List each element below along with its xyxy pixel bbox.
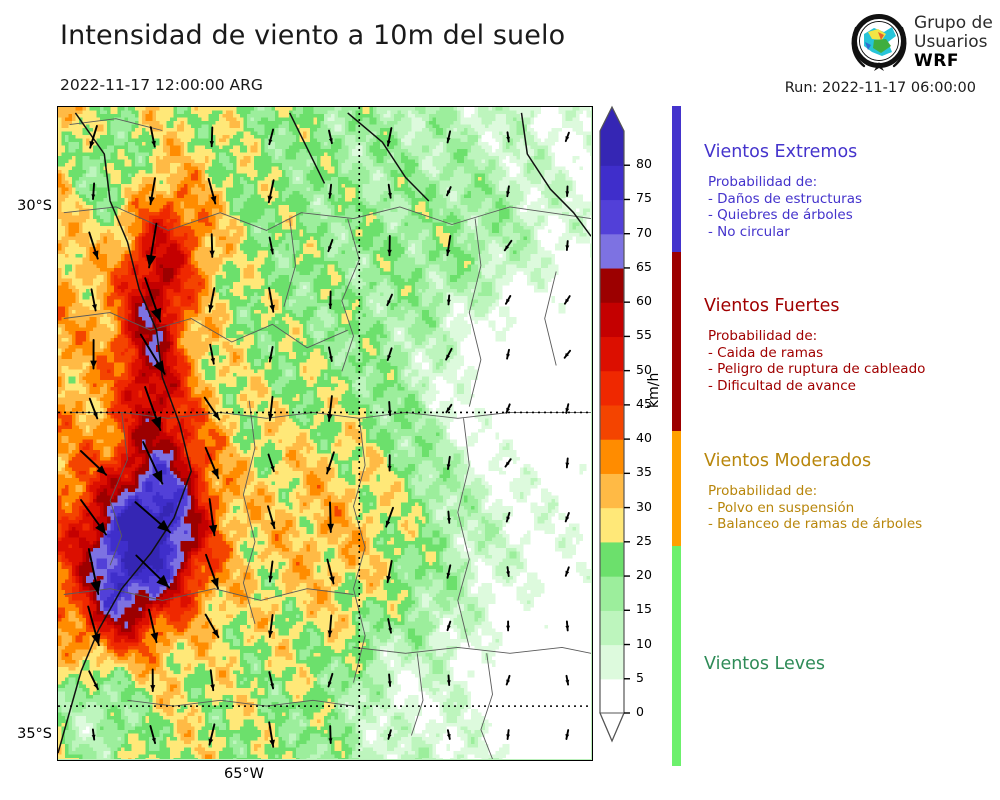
colorbar-tick-20: 20	[636, 567, 652, 583]
legend-group-title: Vientos Leves	[704, 654, 826, 674]
globe-emblem-icon	[851, 14, 907, 71]
legend-item-3: - No circular	[708, 223, 790, 240]
legend-item-2: - Balanceo de ramas de árboles	[708, 516, 923, 532]
legend-item-1: - Polvo en suspensión	[708, 499, 855, 516]
colorbar-tick-35: 35	[636, 464, 652, 480]
colorbar-tick-5: 5	[636, 669, 644, 685]
legend-color-bar-1	[672, 106, 681, 252]
legend-item-1: - Daños de estructuras	[708, 190, 863, 207]
colorbar-tick-55: 55	[636, 327, 652, 343]
legend-group-3: Vientos Moderados Probabilidad de: - Polvo…	[704, 451, 994, 533]
logo-line-3: WRF	[914, 51, 959, 71]
colorbar-tick-50: 50	[636, 361, 652, 377]
colorbar-tick-0: 0	[636, 704, 644, 719]
map-frame	[57, 106, 593, 761]
legend-intro: Probabilidad de:	[708, 483, 818, 499]
legend-group-details: Probabilidad de: - Caida de ramas - Peligr…	[708, 328, 994, 394]
legend-item-2: - Quiebres de árboles	[708, 207, 853, 223]
wind-field-canvas	[58, 107, 591, 759]
colorbar-tick-25: 25	[636, 532, 652, 548]
wind-speed-map[interactable]	[57, 106, 593, 761]
colorbar-gradient	[599, 105, 630, 743]
legend-color-bar-2	[672, 252, 681, 431]
lon-label-65w: 65°W	[223, 766, 265, 782]
legend-color-bar-4	[672, 546, 681, 766]
legend-item-3: - Dificultad de avance	[708, 377, 856, 394]
colorbar-tick-60: 60	[636, 293, 652, 309]
colorbar-tick-10: 10	[636, 635, 652, 651]
legend-group-4: Vientos Leves	[704, 654, 994, 686]
lat-label-30s: 30°S	[17, 198, 52, 214]
colorbar-tick-70: 70	[636, 224, 652, 240]
colorbar-tick-40: 40	[636, 430, 652, 446]
model-run-label: Run: 2022-11-17 06:00:00	[784, 80, 976, 96]
legend-item-1: - Caida de ramas	[708, 344, 824, 361]
logo-line-1: Grupo de	[914, 13, 993, 33]
legend-group-title: Vientos Fuertes	[704, 296, 840, 316]
page-title: Intensidad de viento a 10m del suelo	[60, 20, 566, 51]
wind-vector-arrows	[79, 125, 572, 748]
colorbar-unit-label: km/h	[646, 372, 662, 408]
colorbar: 0 5 10 15 20 25 30 35 40 45 50 55 60 65 70 75 80	[599, 105, 652, 743]
severity-legend: Vientos Extremos Probabilidad de: - Daños …	[672, 106, 992, 766]
legend-group-title: Vientos Moderados	[704, 451, 872, 471]
logo-line-2: Usuarios	[914, 32, 988, 52]
wind-speed-contour-fill	[58, 107, 591, 759]
colorbar-tick-75: 75	[636, 190, 652, 206]
colorbar-tick-15: 15	[636, 601, 652, 617]
valid-datetime-label: 2022-11-17 12:00:00 ARG	[60, 76, 263, 94]
logo-text: Grupo de Usuarios WRF	[914, 14, 993, 71]
legend-intro: Probabilidad de:	[708, 174, 818, 190]
lat-label-35s: 35°S	[17, 726, 52, 742]
country-borders	[58, 112, 591, 754]
graticule	[58, 107, 591, 759]
legend-group-details: Probabilidad de: - Polvo en suspensión - B…	[708, 483, 994, 533]
legend-item-2: - Peligro de ruptura de cableado	[708, 361, 926, 377]
province-boundaries	[63, 118, 591, 759]
colorbar-tick-30: 30	[636, 498, 652, 514]
legend-group-details: Probabilidad de: - Daños de estructuras - …	[708, 174, 994, 240]
wrf-user-group-logo: Grupo de Usuarios WRF	[848, 12, 996, 74]
legend-color-bar-3	[672, 431, 681, 546]
colorbar-tick-45: 45	[636, 395, 652, 411]
colorbar-tick-65: 65	[636, 258, 652, 274]
legend-group-2: Vientos Fuertes Probabilidad de: - Caida d…	[704, 296, 994, 394]
legend-group-title: Vientos Extremos	[704, 142, 858, 162]
colorbar-tick-80: 80	[636, 156, 652, 172]
legend-intro: Probabilidad de:	[708, 328, 818, 344]
legend-group-1: Vientos Extremos Probabilidad de: - Daños …	[704, 142, 994, 240]
